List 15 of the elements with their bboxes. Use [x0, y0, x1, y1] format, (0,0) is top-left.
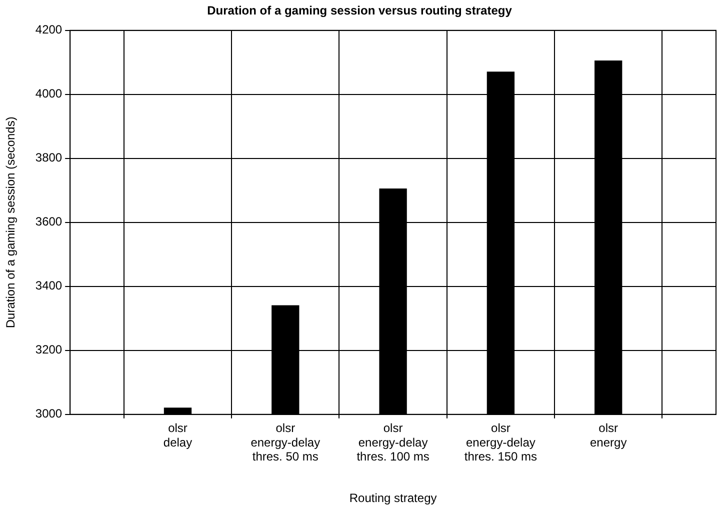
y-tick-label: 3000 — [35, 406, 62, 421]
x-tick-label: olsr energy — [590, 420, 627, 450]
y-tick-label: 3600 — [35, 214, 62, 229]
y-tick-label: 3200 — [35, 342, 62, 357]
x-tick-label: olsr energy-delay thres. 50 ms — [250, 420, 320, 464]
y-tick-label: 4000 — [35, 86, 62, 101]
x-tick-label: olsr energy-delay thres. 150 ms — [464, 420, 538, 464]
y-tick-label: 3800 — [35, 150, 62, 165]
x-tick-label: olsr delay — [163, 420, 192, 450]
x-tick-label: olsr energy-delay thres. 100 ms — [356, 420, 430, 464]
y-tick-label: 4200 — [35, 22, 62, 37]
chart-title: Duration of a gaming session versus routing strategy — [207, 4, 512, 18]
y-axis-title: Duration of a gaming session (seconds) — [4, 116, 18, 328]
x-axis-title: Routing strategy — [349, 491, 437, 506]
y-tick-label: 3400 — [35, 278, 62, 293]
